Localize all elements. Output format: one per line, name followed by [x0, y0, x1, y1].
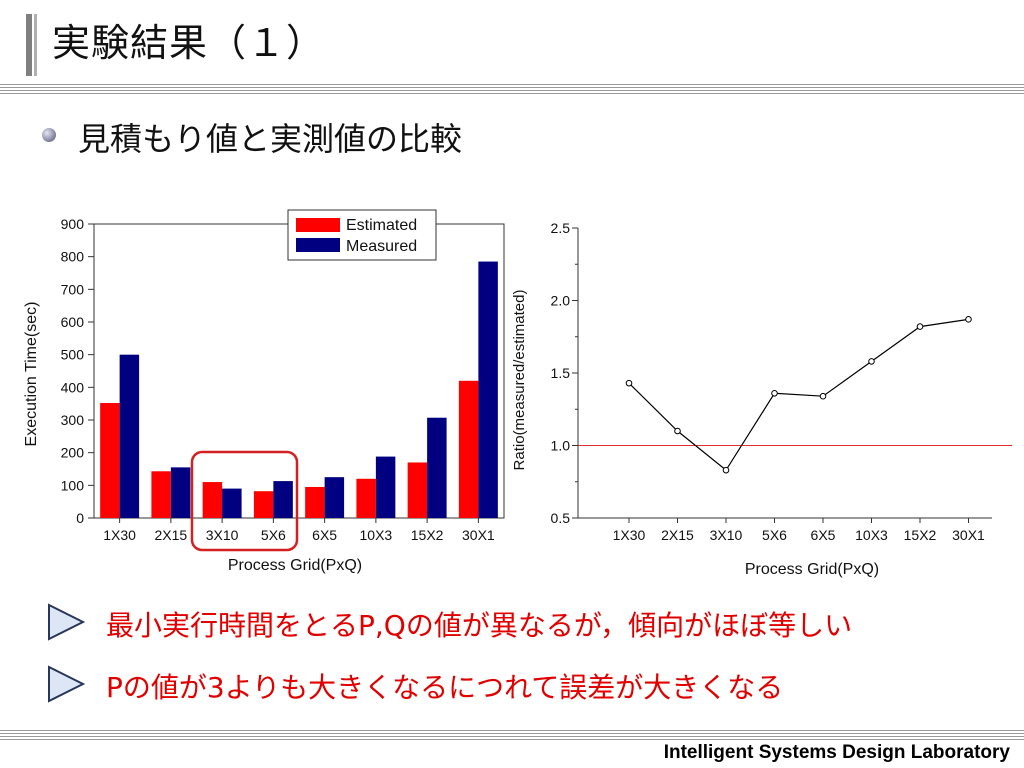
- legend-label-estimated: Estimated: [346, 217, 417, 234]
- bar-ytick-label: 600: [61, 314, 85, 330]
- note-item-1: 最小実行時間をとるP,Qの値が異なるが，傾向がほぼ等しい: [46, 602, 1006, 642]
- ratio-point-3X10: [722, 466, 730, 474]
- bar-xtick-label: 1X30: [103, 527, 136, 543]
- bar-legend: Estimated Measured: [287, 209, 437, 261]
- bullet-dot-icon: [42, 128, 56, 142]
- note-item-2: Pの値が3よりも大きくなるにつれて誤差が大きくなる: [46, 664, 1006, 704]
- line-ytick-label: 1.0: [551, 438, 571, 454]
- bar-measured-5X6: [273, 481, 293, 518]
- line-xtick-label: 3X10: [710, 527, 743, 543]
- bar-measured-15X2: [427, 417, 447, 518]
- ratio-point-1X30: [625, 379, 633, 387]
- line-ylabel: Ratio(measured/estimated): [511, 290, 528, 471]
- line-ytick-label: 2.5: [551, 220, 571, 236]
- line-chart: 0.5 1.0 1.5 2.0 2.5 1X30 2X15 3X10 5X6 6X5 10X3 15X…: [511, 220, 1012, 578]
- ratio-series-line: [628, 318, 969, 472]
- bar-ytick-label: 800: [61, 249, 85, 265]
- bar-estimated-30X1: [458, 380, 479, 518]
- bar-chart: 0 100 200 300 400 500 600 700 800 900 1X30 2X15 3X10…: [23, 209, 505, 574]
- bar-xlabel: Process Grid(PxQ): [228, 557, 362, 574]
- line-ytick-label: 1.5: [551, 365, 571, 381]
- title-accent-bar: [26, 14, 32, 76]
- ratio-point-30X1: [965, 316, 972, 323]
- ratio-point-5X6: [771, 390, 778, 397]
- title-divider: [0, 84, 1024, 94]
- footer-lab-name: Intelligent Systems Design Laboratory: [663, 742, 1010, 763]
- legend-label-measured: Measured: [346, 238, 417, 255]
- bar-ytick-label: 100: [61, 477, 85, 493]
- line-xlabel: Process Grid(PxQ): [745, 561, 879, 578]
- bar-ytick-label: 0: [76, 510, 84, 526]
- bullet-text: 見積もり値と実測値の比較: [78, 120, 463, 158]
- bar-estimated-15X2: [407, 462, 428, 518]
- bar-estimated-3X10: [202, 482, 223, 518]
- bar-ytick-label: 900: [61, 216, 85, 232]
- bar-measured-30X1: [478, 261, 498, 518]
- line-xtick-label: 30X1: [952, 527, 985, 543]
- footer-divider: [0, 730, 1024, 740]
- bar-measured-6X5: [324, 477, 345, 518]
- bar-ytick-label: 700: [61, 281, 85, 297]
- ratio-point-15X2: [916, 323, 924, 330]
- bar-ylabel: Execution Time(sec): [23, 302, 40, 447]
- note-text-1: 最小実行時間をとるP,Qの値が異なるが，傾向がほぼ等しい: [106, 609, 853, 642]
- slide-title: 実験結果（１）: [52, 21, 326, 65]
- line-xtick-label: 5X6: [762, 527, 787, 543]
- bar-estimated-2X15: [151, 471, 171, 518]
- line-ytick-label: 2.0: [551, 293, 571, 309]
- bar-measured-1X30: [119, 354, 140, 518]
- bar-ytick-label: 500: [61, 347, 85, 363]
- highlight-box: [190, 450, 299, 552]
- bar-ytick-label: 400: [61, 379, 85, 395]
- line-xtick-label: 10X3: [855, 527, 888, 543]
- bar-ytick-label: 300: [61, 412, 85, 428]
- triangle-arrow-icon: [48, 665, 86, 703]
- legend-swatch-estimated: [296, 218, 340, 232]
- bar-xtick-label: 30X1: [462, 527, 495, 543]
- ratio-point-6X5: [819, 392, 827, 400]
- bar-measured-3X10: [222, 488, 242, 518]
- line-xtick-label: 6X5: [811, 527, 836, 543]
- bar-measured-10X3: [375, 456, 396, 518]
- bar-xtick-label: 5X6: [261, 527, 286, 543]
- bar-xtick-label: 3X10: [206, 527, 239, 543]
- bar-xtick-label: 2X15: [155, 527, 188, 543]
- note-text-2: Pの値が3よりも大きくなるにつれて誤差が大きくなる: [106, 671, 784, 704]
- ratio-point-10X3: [868, 358, 875, 365]
- line-xtick-label: 2X15: [661, 527, 694, 543]
- bar-xtick-label: 10X3: [360, 527, 393, 543]
- bar-xtick-label: 6X5: [312, 527, 337, 543]
- bar-estimated-6X5: [305, 486, 325, 518]
- title-accent-bar-light: [34, 14, 37, 76]
- bar-xtick-label: 15X2: [411, 527, 444, 543]
- ratio-point-2X15: [674, 427, 681, 435]
- bar-measured-2X15: [170, 467, 191, 518]
- line-xtick-label: 15X2: [904, 527, 937, 543]
- bar-estimated-10X3: [356, 478, 376, 518]
- bar-ytick-label: 200: [61, 445, 85, 461]
- line-ytick-label: 0.5: [551, 510, 571, 526]
- bar-estimated-1X30: [100, 403, 120, 518]
- triangle-arrow-icon: [48, 603, 86, 641]
- bar-estimated-5X6: [253, 491, 274, 518]
- line-xtick-label: 1X30: [613, 527, 646, 543]
- legend-swatch-measured: [296, 238, 340, 252]
